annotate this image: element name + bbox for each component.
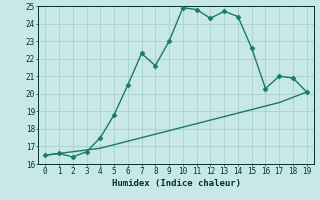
X-axis label: Humidex (Indice chaleur): Humidex (Indice chaleur)	[111, 179, 241, 188]
